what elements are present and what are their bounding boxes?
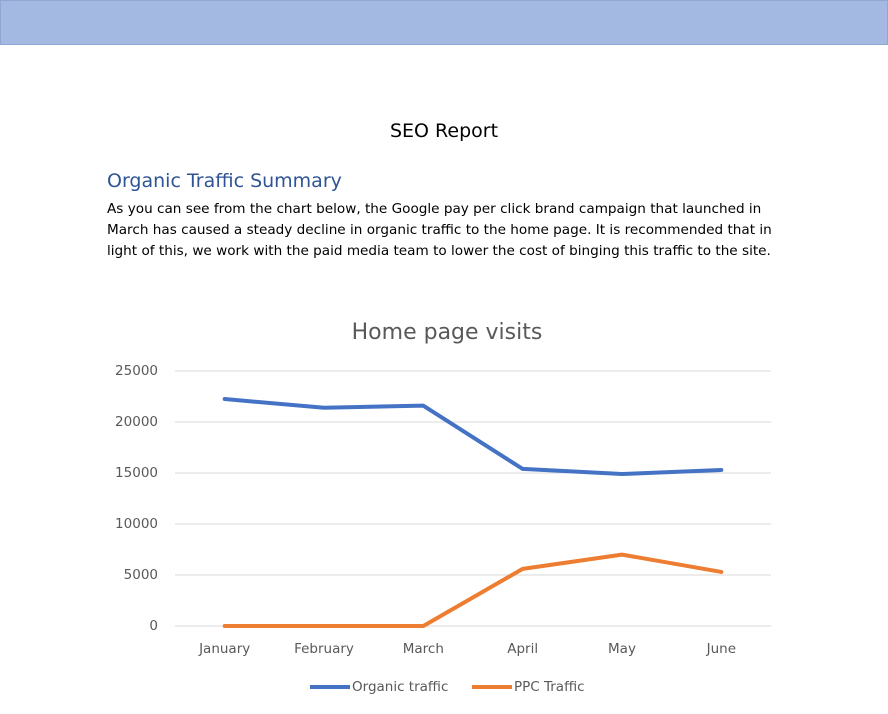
y-tick-label: 10000: [115, 516, 158, 532]
x-tick-label: February: [294, 641, 354, 657]
y-tick-label: 25000: [115, 363, 158, 379]
x-tick-label: March: [403, 641, 444, 657]
x-tick-label: April: [507, 641, 538, 657]
y-tick-label: 5000: [124, 567, 158, 583]
data-line: [222, 397, 724, 477]
document-title: SEO Report: [389, 120, 499, 142]
data-line: [222, 552, 724, 628]
x-tick-label: May: [608, 641, 636, 657]
chart-title: Home page visits: [352, 320, 543, 345]
y-tick-label: 20000: [115, 414, 158, 430]
x-tick-label: January: [198, 641, 250, 657]
paragraph: As you can see from the chart below, the…: [107, 201, 772, 259]
ribbon-bar: [0, 0, 888, 45]
legend-label: Organic traffic: [352, 679, 448, 695]
legend-label: PPC Traffic: [514, 679, 585, 695]
y-tick-label: 0: [149, 618, 158, 634]
x-tick-label: June: [706, 641, 736, 657]
section-heading: Organic Traffic Summary: [107, 170, 342, 192]
y-tick-label: 15000: [115, 465, 158, 481]
